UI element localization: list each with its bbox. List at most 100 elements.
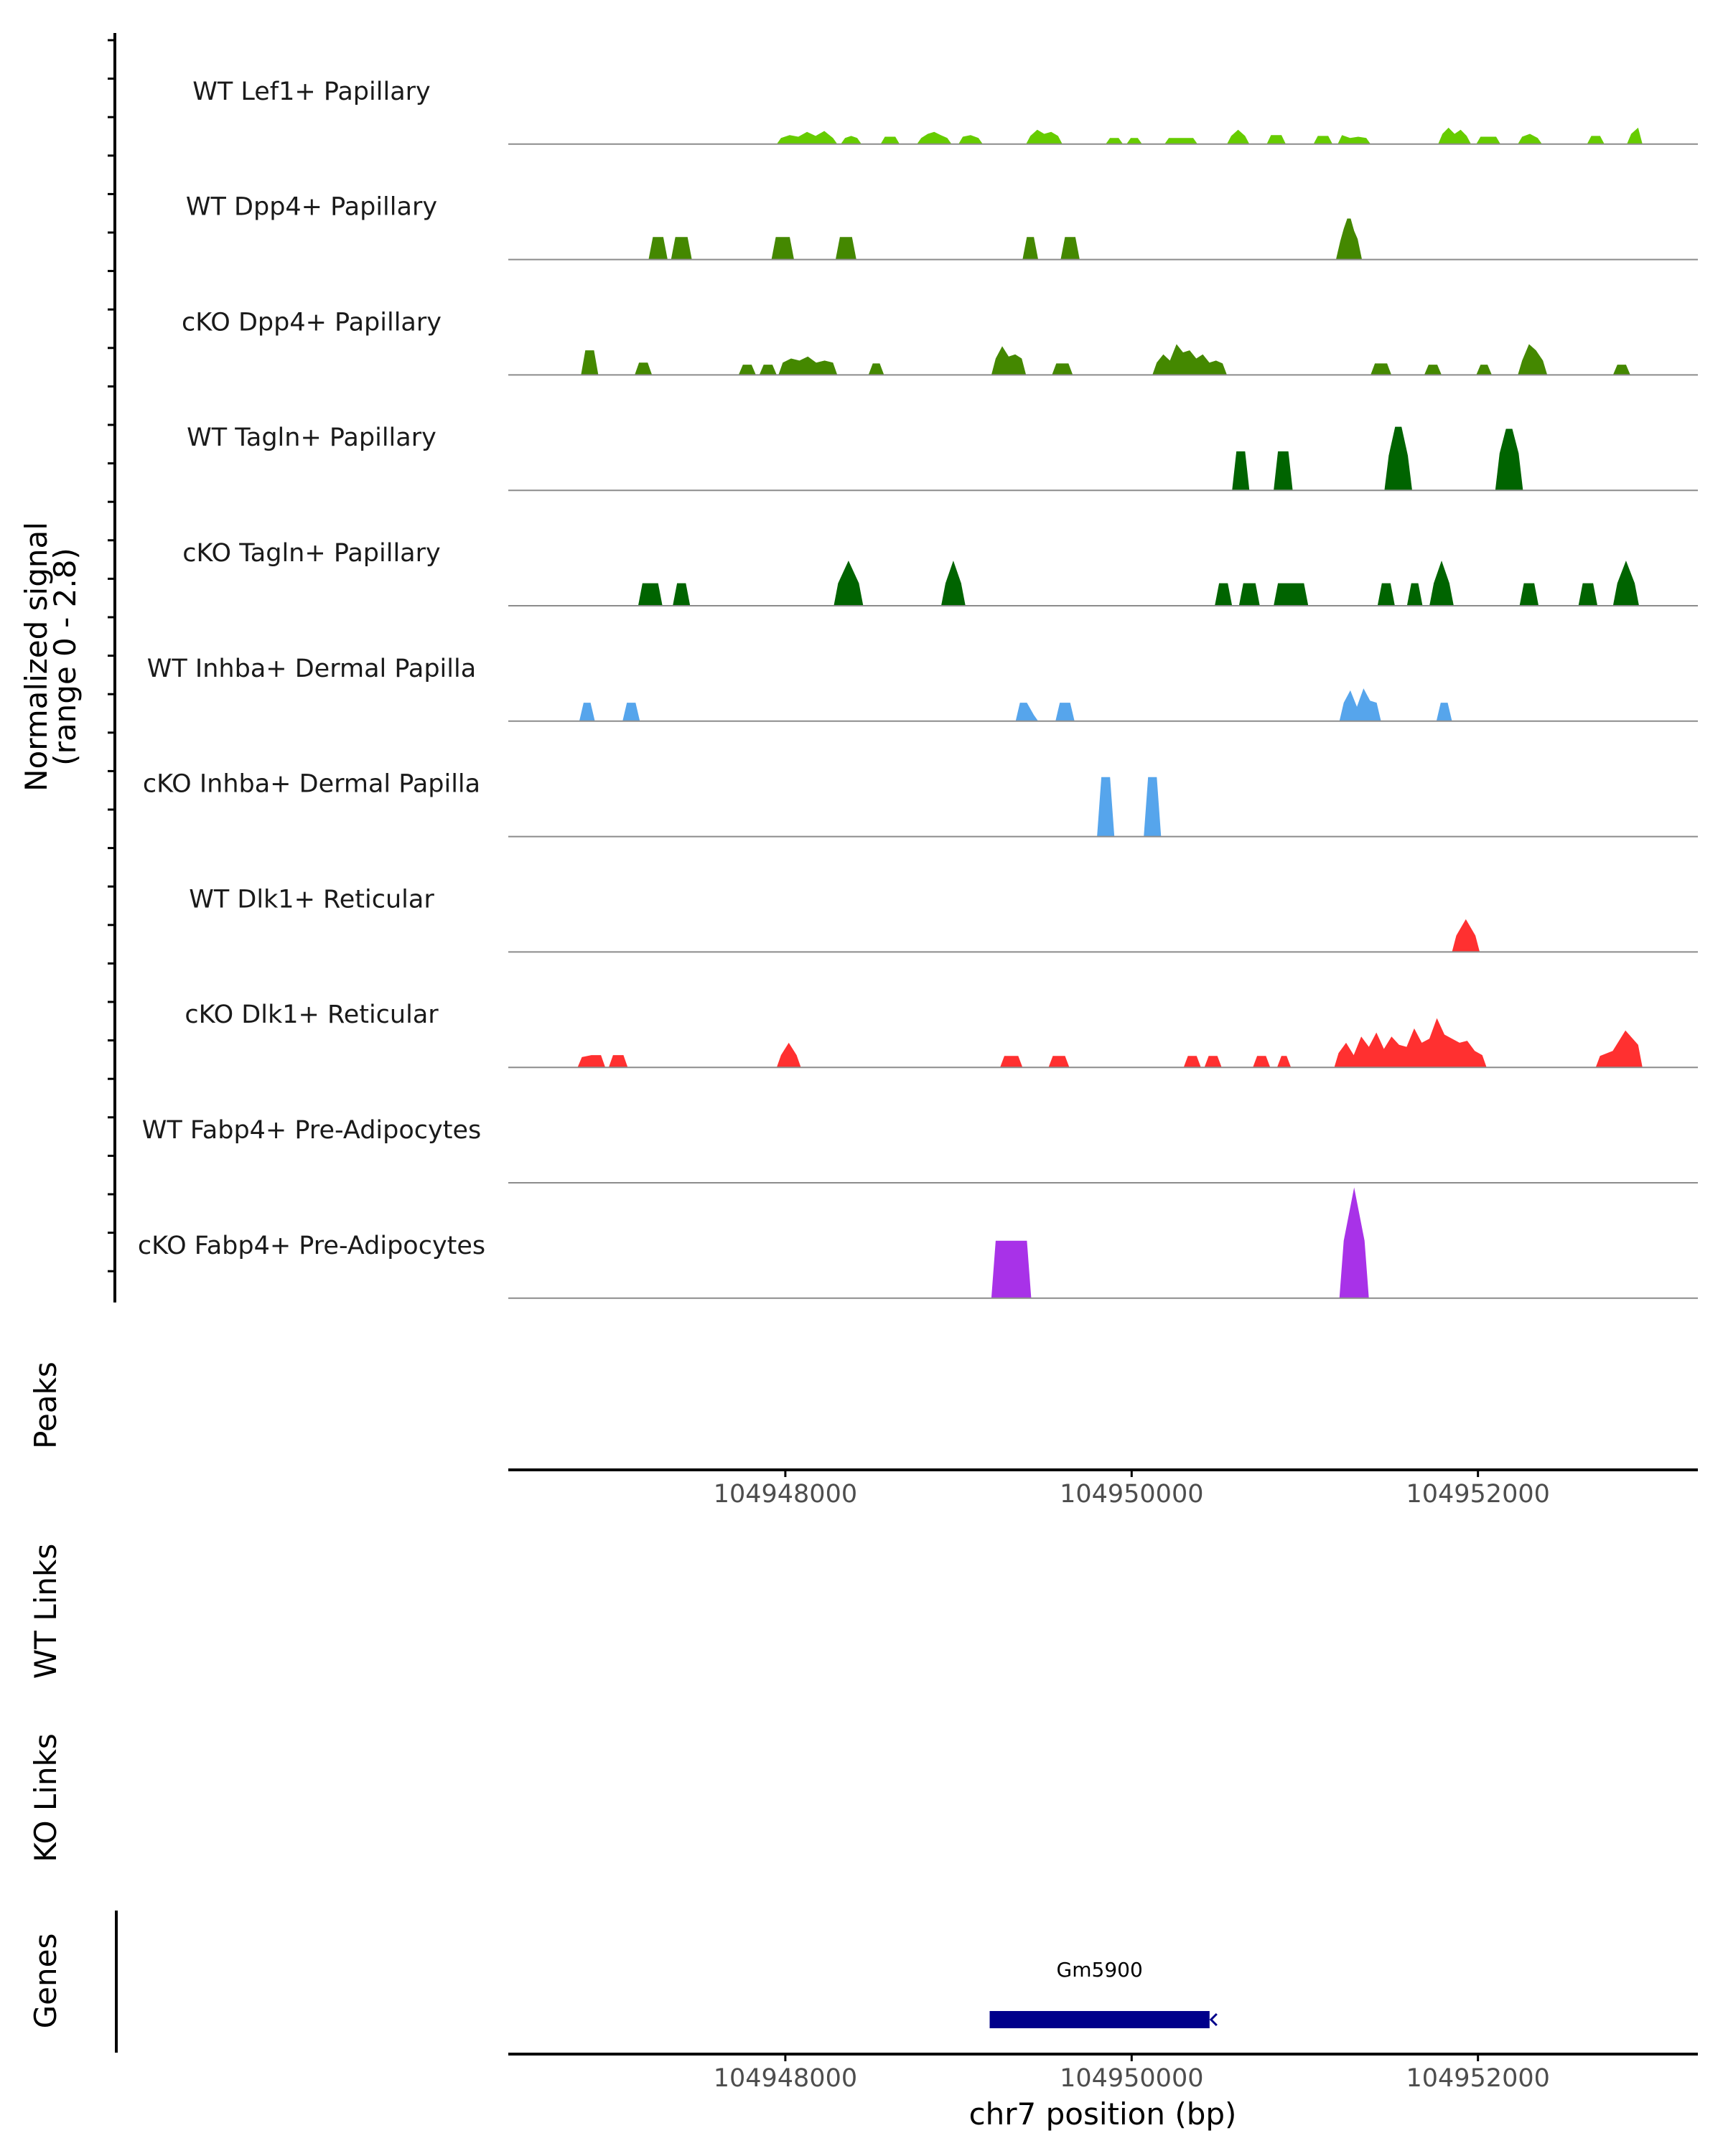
signal-area-wt-lef1-papillary-10	[1266, 135, 1286, 144]
signal-area-cko-inhba-dermal-papilla-0	[1097, 777, 1115, 837]
signal-area-wt-dpp4-papillary-2	[771, 237, 794, 260]
signal-area-cko-dpp4-papillary-9	[1371, 363, 1392, 375]
y-axis-title-line2: (range 0 - 2.8)	[47, 548, 83, 766]
track-label-wt-lef1-papillary: WT Lef1+ Papillary	[192, 78, 431, 106]
signal-area-wt-lef1-papillary-8	[1164, 138, 1197, 144]
signal-area-wt-inhba-dermal-papilla-3	[1055, 703, 1075, 721]
signal-area-cko-dpp4-papillary-4	[778, 356, 838, 375]
signal-area-cko-tagln-papillary-8	[1406, 583, 1423, 606]
signal-area-wt-dpp4-papillary-6	[1335, 218, 1363, 260]
genes-track-label: Genes	[28, 1934, 63, 2029]
signal-area-cko-dlk1-reticular-8	[1276, 1056, 1292, 1068]
signal-area-cko-tagln-papillary-3	[941, 561, 966, 606]
signal-area-cko-fabp4-pre-adipocytes-1	[1339, 1187, 1369, 1298]
signal-area-cko-tagln-papillary-6	[1274, 583, 1309, 606]
signal-area-cko-dpp4-papillary-10	[1424, 365, 1442, 375]
signal-area-wt-lef1-papillary-12	[1337, 135, 1371, 144]
signal-area-wt-lef1-papillary-15	[1518, 133, 1542, 144]
signal-area-cko-dpp4-papillary-3	[759, 365, 777, 375]
signal-area-cko-dlk1-reticular-3	[1000, 1056, 1023, 1068]
signal-area-wt-dpp4-papillary-1	[671, 237, 692, 260]
signal-area-wt-dpp4-papillary-0	[648, 237, 668, 260]
track-label-wt-tagln-papillary: WT Tagln+ Papillary	[187, 423, 436, 452]
signal-area-wt-inhba-dermal-papilla-5	[1436, 703, 1452, 721]
signal-area-cko-dpp4-papillary-7	[1052, 363, 1073, 375]
signal-area-wt-lef1-papillary-16	[1587, 136, 1605, 144]
signal-area-wt-lef1-papillary-2	[880, 136, 900, 144]
signal-area-wt-lef1-papillary-5	[1026, 129, 1063, 144]
signal-area-cko-tagln-papillary-9	[1429, 561, 1454, 606]
signal-area-wt-lef1-papillary-13	[1438, 127, 1471, 144]
signal-area-wt-lef1-papillary-0	[776, 131, 838, 144]
track-label-cko-dpp4-papillary: cKO Dpp4+ Papillary	[182, 308, 442, 337]
signal-area-wt-lef1-papillary-6	[1106, 138, 1124, 144]
signal-area-cko-dpp4-papillary-2	[738, 365, 756, 375]
track-label-cko-inhba-dermal-papilla: cKO Inhba+ Dermal Papilla	[143, 770, 480, 799]
signal-area-cko-dlk1-reticular-6	[1204, 1056, 1222, 1068]
track-label-cko-tagln-papillary: cKO Tagln+ Papillary	[182, 539, 441, 568]
signal-area-wt-dpp4-papillary-4	[1022, 237, 1039, 260]
signal-area-wt-lef1-papillary-7	[1126, 138, 1142, 144]
signal-area-cko-dpp4-papillary-5	[868, 363, 884, 375]
peaks-x-axis-tick-label: 104950000	[1060, 1480, 1203, 1509]
signal-area-wt-lef1-papillary-11	[1313, 136, 1333, 144]
y-axis-title: Normalized signal (range 0 - 2.8)	[19, 522, 83, 792]
signal-area-cko-dpp4-papillary-6	[991, 346, 1027, 375]
signal-area-cko-dpp4-papillary-8	[1152, 344, 1227, 375]
signal-area-cko-inhba-dermal-papilla-1	[1144, 777, 1162, 837]
signal-area-cko-dpp4-papillary-13	[1612, 365, 1630, 375]
genes-x-axis-tick-label: 104948000	[714, 2064, 857, 2093]
signal-area-cko-tagln-papillary-2	[834, 561, 864, 606]
signal-area-cko-tagln-papillary-12	[1612, 561, 1639, 606]
signal-area-cko-tagln-papillary-10	[1519, 583, 1539, 606]
signal-area-cko-dpp4-papillary-11	[1476, 365, 1492, 375]
track-label-cko-fabp4-pre-adipocytes: cKO Fabp4+ Pre-Adipocytes	[138, 1232, 485, 1260]
signal-area-cko-dlk1-reticular-10	[1595, 1030, 1643, 1068]
signal-area-cko-tagln-papillary-1	[673, 583, 691, 606]
signal-area-wt-lef1-papillary-1	[841, 136, 862, 144]
signal-area-wt-tagln-papillary-3	[1495, 428, 1523, 491]
y-axis-title-line1: Normalized signal	[19, 522, 54, 792]
signal-area-wt-tagln-papillary-1	[1274, 451, 1293, 491]
peaks-x-axis-tick-label: 104948000	[714, 1480, 857, 1509]
track-label-cko-dlk1-reticular: cKO Dlk1+ Reticular	[185, 1000, 439, 1029]
gene-name-label: Gm5900	[1057, 1958, 1143, 1982]
signal-area-cko-dlk1-reticular-7	[1253, 1056, 1271, 1068]
signal-area-cko-tagln-papillary-0	[638, 583, 663, 606]
gene-strand-arrow	[1209, 2012, 1218, 2027]
gene-body-gm5900	[989, 2011, 1210, 2028]
signal-area-cko-dpp4-papillary-0	[581, 350, 599, 375]
signal-area-wt-lef1-papillary-17	[1627, 127, 1643, 144]
signal-area-cko-dlk1-reticular-5	[1183, 1056, 1201, 1068]
wt-links-track-label: WT Links	[28, 1544, 63, 1679]
track-label-wt-dlk1-reticular: WT Dlk1+ Reticular	[189, 885, 434, 914]
signal-area-cko-dlk1-reticular-0	[577, 1055, 606, 1068]
signal-area-wt-dpp4-papillary-5	[1060, 237, 1080, 260]
signal-area-wt-inhba-dermal-papilla-0	[579, 703, 595, 721]
signal-area-cko-dlk1-reticular-1	[608, 1055, 628, 1068]
signal-area-wt-tagln-papillary-0	[1232, 451, 1250, 491]
genes-x-axis-tick-label: 104950000	[1060, 2064, 1203, 2093]
signal-area-wt-inhba-dermal-papilla-1	[622, 703, 640, 721]
signal-area-wt-inhba-dermal-papilla-2	[1015, 703, 1039, 721]
track-label-wt-fabp4-pre-adipocytes: WT Fabp4+ Pre-Adipocytes	[142, 1116, 481, 1145]
genes-x-axis-tick-label: 104952000	[1406, 2064, 1549, 2093]
signal-area-cko-tagln-papillary-4	[1215, 583, 1233, 606]
track-label-wt-inhba-dermal-papilla: WT Inhba+ Dermal Papilla	[147, 655, 476, 683]
track-label-wt-dpp4-papillary: WT Dpp4+ Papillary	[186, 193, 437, 222]
signal-area-cko-fabp4-pre-adipocytes-0	[991, 1240, 1032, 1298]
signal-area-wt-lef1-papillary-14	[1476, 136, 1500, 144]
signal-area-wt-dlk1-reticular-0	[1452, 919, 1480, 952]
signal-area-cko-dpp4-papillary-1	[635, 362, 653, 375]
signal-area-cko-tagln-papillary-5	[1238, 583, 1260, 606]
ko-links-track-label: KO Links	[28, 1733, 63, 1862]
peaks-x-axis-tick-label: 104952000	[1406, 1480, 1549, 1509]
x-axis-title: chr7 position (bp)	[969, 2096, 1237, 2132]
signal-area-wt-lef1-papillary-3	[917, 131, 952, 144]
signal-area-cko-dlk1-reticular-2	[776, 1042, 801, 1068]
signal-area-wt-tagln-papillary-2	[1384, 426, 1412, 491]
peaks-track-label: Peaks	[28, 1361, 63, 1449]
signal-area-wt-lef1-papillary-9	[1227, 129, 1250, 144]
